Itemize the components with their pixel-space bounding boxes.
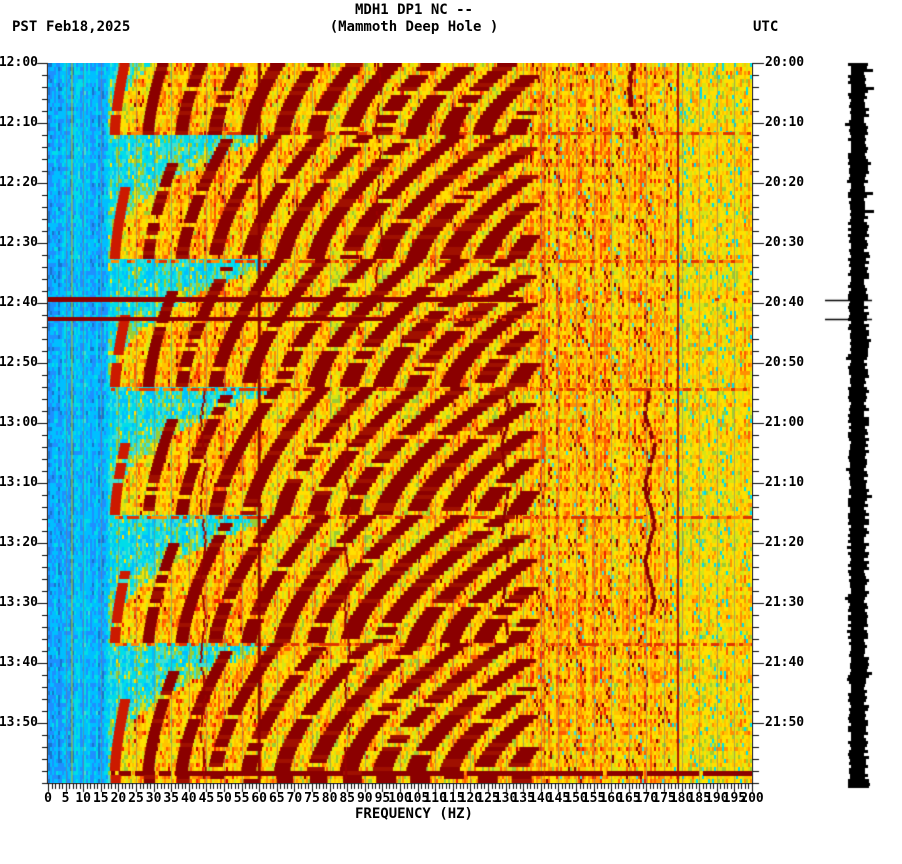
freq-tick-label: 65 bbox=[268, 791, 285, 806]
utc-tick-label: 20:50 bbox=[765, 355, 805, 370]
utc-tick-label: 20:40 bbox=[765, 295, 805, 310]
freq-tick-label: 90 bbox=[356, 791, 373, 806]
freq-tick-label: 145 bbox=[546, 791, 571, 806]
freq-tick-label: 15 bbox=[92, 791, 109, 806]
pst-tick-label: 13:00 bbox=[0, 415, 38, 430]
pst-tick-label: 13:30 bbox=[0, 595, 38, 610]
freq-tick-label: 110 bbox=[423, 791, 447, 806]
freq-tick-label: 95 bbox=[374, 791, 391, 806]
utc-tick-label: 20:10 bbox=[765, 115, 805, 130]
freq-tick-label: 125 bbox=[476, 791, 500, 806]
freq-tick-label: 185 bbox=[687, 791, 711, 806]
freq-tick-label: 40 bbox=[180, 791, 197, 806]
freq-tick-label: 120 bbox=[458, 791, 483, 806]
freq-tick-label: 30 bbox=[145, 791, 162, 806]
pst-tick-label: 13:20 bbox=[0, 535, 38, 550]
freq-tick-label: 45 bbox=[198, 791, 215, 806]
freq-tick-label: 5 bbox=[61, 791, 70, 806]
freq-tick-label: 20 bbox=[110, 791, 127, 806]
freq-tick-label: 100 bbox=[388, 791, 412, 806]
utc-tick-label: 21:00 bbox=[765, 415, 805, 430]
utc-tick-label: 20:30 bbox=[765, 235, 805, 250]
freq-tick-label: 175 bbox=[652, 791, 676, 806]
freq-tick-label: 135 bbox=[511, 791, 535, 806]
pst-tick-label: 13:40 bbox=[0, 655, 38, 670]
freq-tick-label: 195 bbox=[722, 791, 747, 806]
utc-tick-label: 21:30 bbox=[765, 595, 805, 610]
pst-tick-label: 12:40 bbox=[0, 295, 38, 310]
utc-tick-label: 21:10 bbox=[765, 475, 805, 490]
seismogram-trace-canvas bbox=[818, 60, 902, 800]
freq-tick-label: 0 bbox=[44, 791, 52, 806]
utc-tick-label: 20:00 bbox=[765, 55, 805, 70]
freq-tick-label: 155 bbox=[581, 791, 606, 806]
freq-tick-label: 25 bbox=[128, 791, 144, 806]
utc-tick-label: 21:50 bbox=[765, 715, 805, 730]
freq-tick-label: 165 bbox=[617, 791, 641, 806]
freq-tick-label: 35 bbox=[163, 791, 180, 806]
pst-tick-label: 13:10 bbox=[0, 475, 38, 490]
freq-tick-label: 170 bbox=[634, 791, 659, 806]
freq-tick-label: 130 bbox=[493, 791, 518, 806]
freq-tick-label: 180 bbox=[669, 791, 694, 806]
freq-tick-label: 85 bbox=[339, 791, 356, 806]
freq-axis-label: FREQUENCY (HZ) bbox=[354, 806, 473, 822]
utc-tick-label: 20:20 bbox=[765, 175, 805, 190]
spectrogram-canvas bbox=[48, 63, 752, 783]
pst-tick-label: 12:30 bbox=[0, 235, 38, 250]
freq-tick-label: 60 bbox=[251, 791, 268, 806]
freq-tick-label: 50 bbox=[216, 791, 232, 806]
utc-tick-label: 21:40 bbox=[765, 655, 805, 670]
freq-tick-label: 200 bbox=[740, 791, 764, 806]
pst-tick-label: 12:10 bbox=[0, 115, 38, 130]
pst-tick-label: 12:00 bbox=[0, 55, 38, 70]
freq-tick-label: 55 bbox=[233, 791, 250, 806]
freq-tick-label: 115 bbox=[441, 791, 465, 806]
pst-tick-label: 12:20 bbox=[0, 175, 38, 190]
utc-tick-label: 21:20 bbox=[765, 535, 805, 550]
freq-tick-label: 190 bbox=[705, 791, 729, 806]
freq-tick-label: 105 bbox=[405, 791, 430, 806]
freq-tick-label: 140 bbox=[529, 791, 553, 806]
freq-tick-label: 160 bbox=[599, 791, 623, 806]
freq-tick-label: 80 bbox=[321, 791, 338, 806]
freq-tick-label: 10 bbox=[75, 791, 92, 806]
pst-tick-label: 12:50 bbox=[0, 355, 38, 370]
freq-tick-label: 70 bbox=[286, 791, 303, 806]
freq-tick-label: 150 bbox=[564, 791, 588, 806]
freq-tick-label: 75 bbox=[304, 791, 320, 806]
pst-tick-label: 13:50 bbox=[0, 715, 38, 730]
